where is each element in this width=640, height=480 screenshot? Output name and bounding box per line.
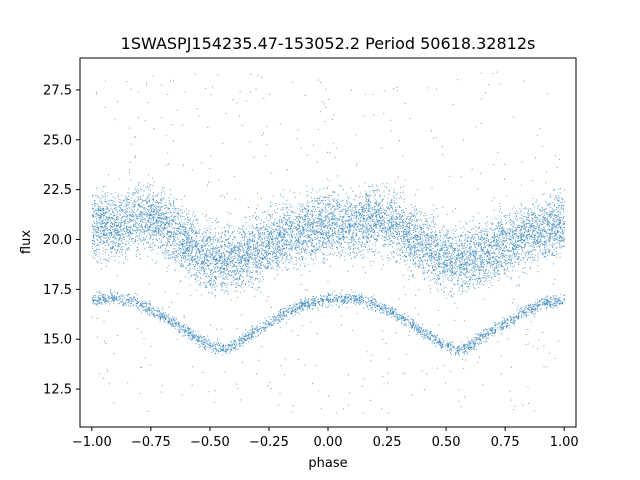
x-tick-label: −0.75: [131, 435, 171, 450]
x-tick-label: −0.25: [249, 435, 289, 450]
x-tick-label: 0.00: [314, 435, 343, 450]
x-tick-label: 0.25: [373, 435, 402, 450]
y-tick-label: 17.5: [43, 283, 72, 298]
y-tick-label: 22.5: [43, 183, 72, 198]
y-tick-label: 12.5: [43, 383, 72, 398]
y-tick-label: 25.0: [43, 133, 72, 148]
x-tick-label: −0.50: [190, 435, 230, 450]
data-points: [91, 71, 566, 414]
y-tick-label: 27.5: [43, 83, 72, 98]
x-tick-label: 1.00: [550, 435, 579, 450]
x-axis-label: phase: [308, 456, 347, 471]
scatter-points: [91, 71, 566, 414]
chart-title: 1SWASPJ154235.47-153052.2 Period 50618.3…: [121, 34, 536, 53]
y-tick-label: 15.0: [43, 333, 72, 348]
y-axis-label: flux: [19, 230, 34, 254]
x-tick-label: 0.50: [432, 435, 461, 450]
x-tick-label: 0.75: [491, 435, 520, 450]
x-axis: −1.00 −0.75 −0.50 −0.25 0.00 0.25 0.50 0.75 1.00: [72, 427, 579, 450]
x-tick-label: −1.00: [72, 435, 112, 450]
y-axis: 12.5 15.0 17.5 20.0 22.5 25.0 27.5: [43, 83, 80, 398]
y-tick-label: 20.0: [43, 233, 72, 248]
